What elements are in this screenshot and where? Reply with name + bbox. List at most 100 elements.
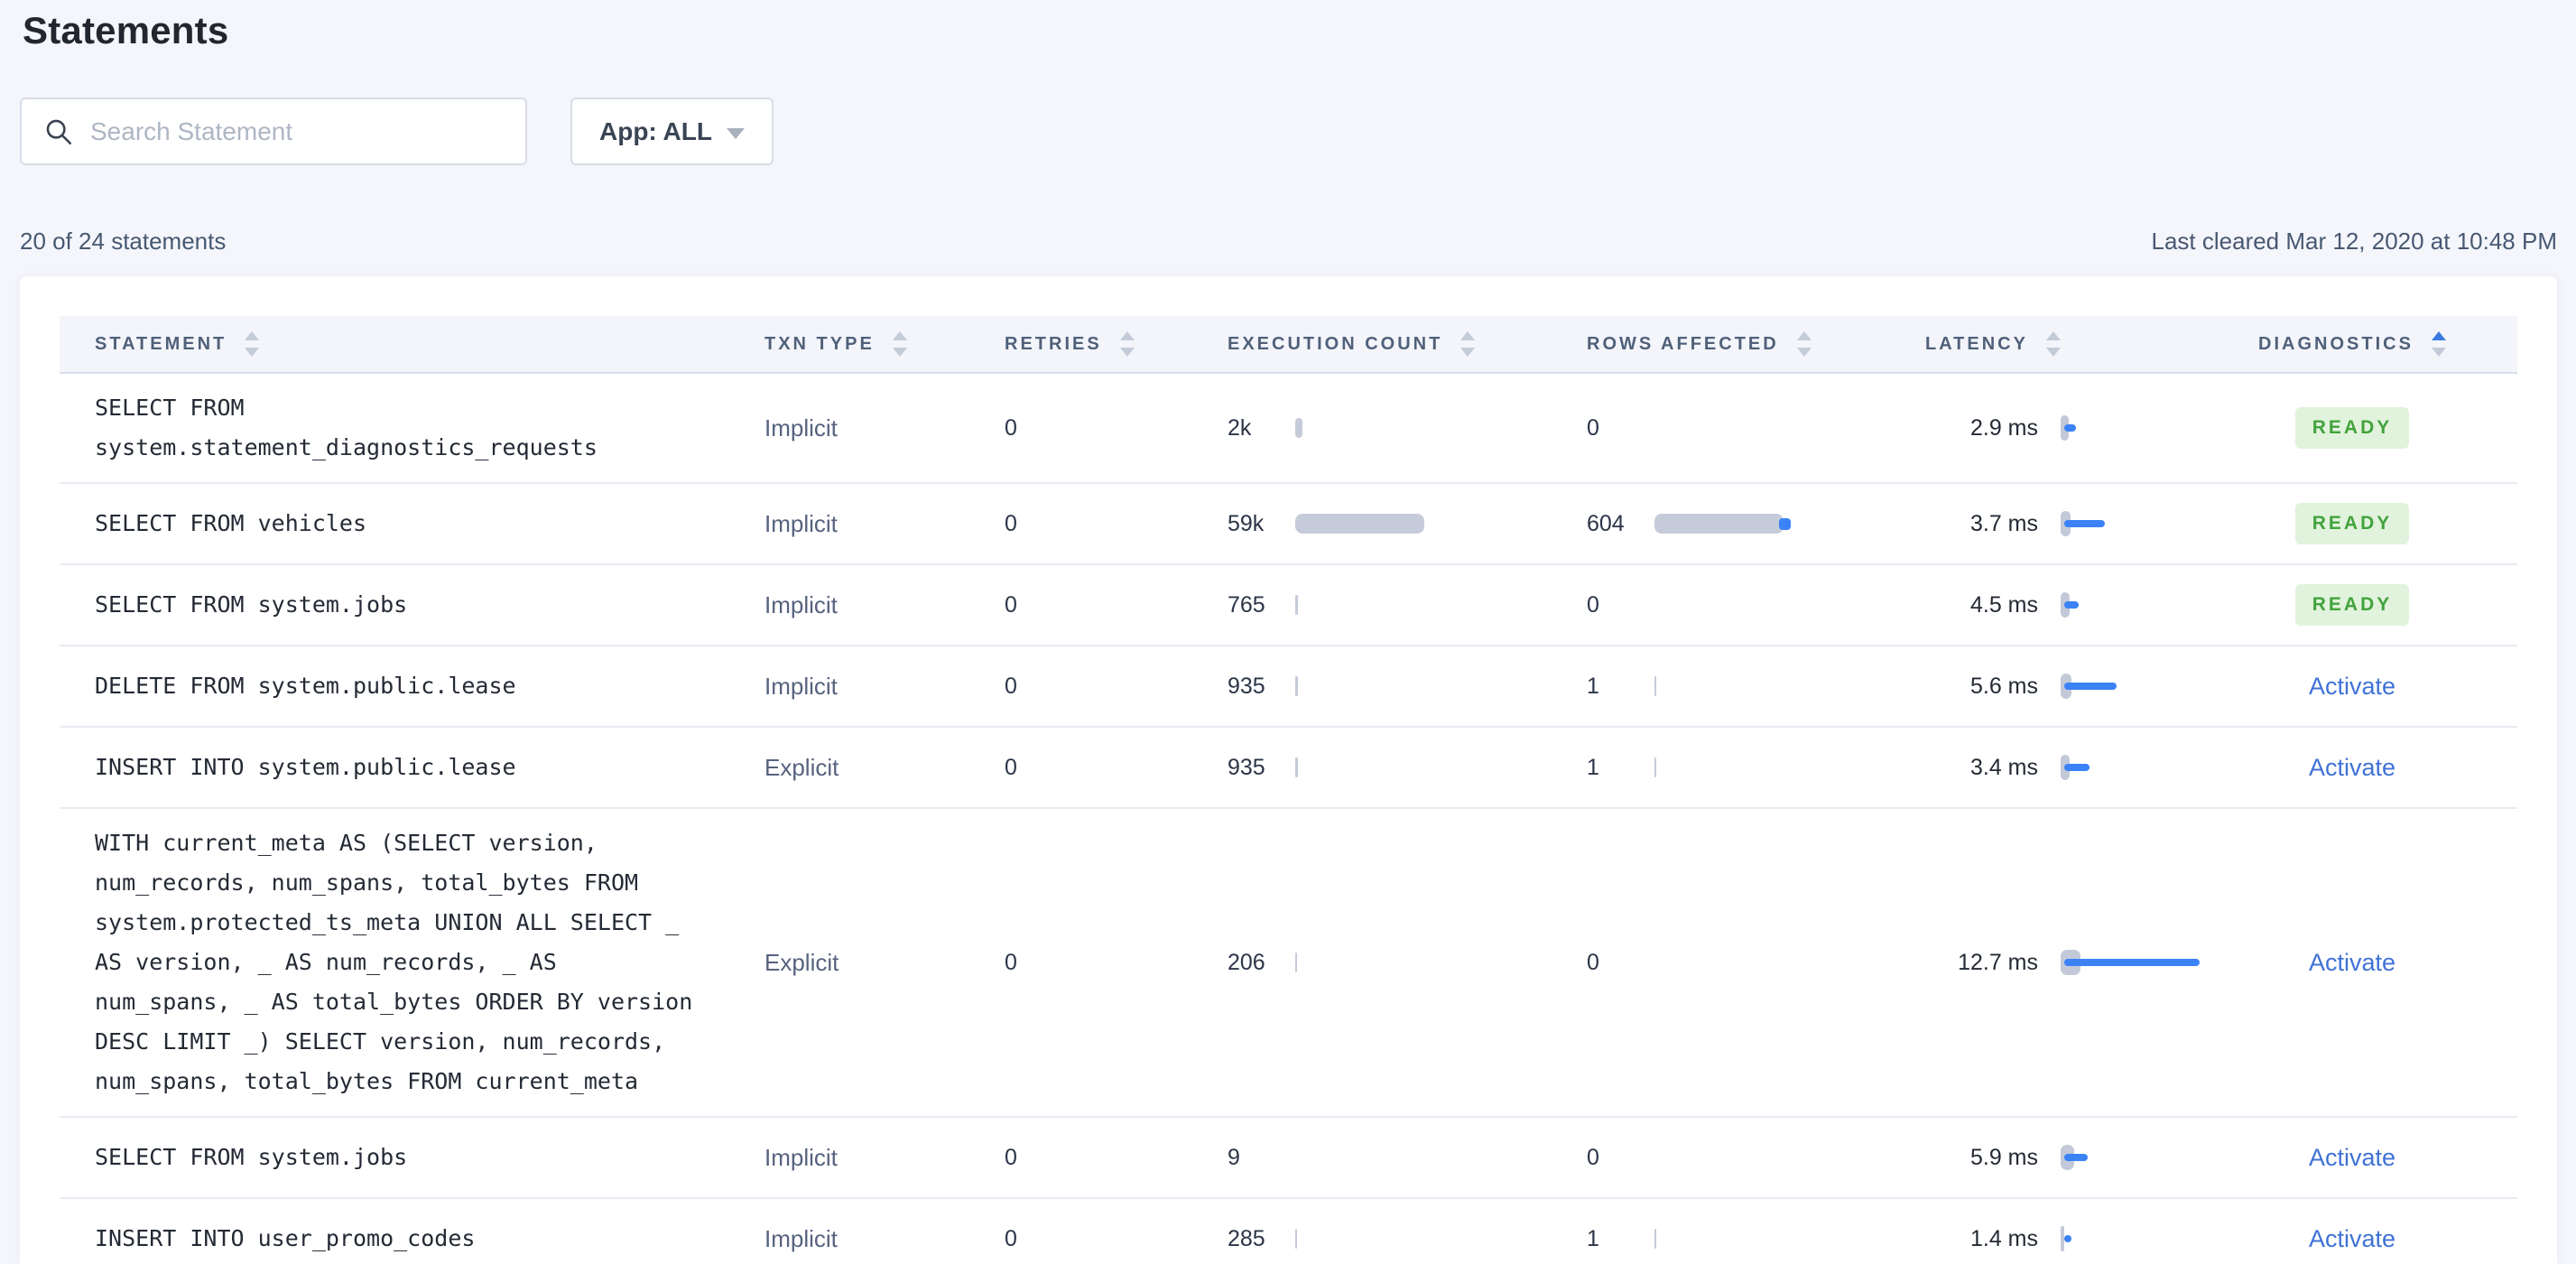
sort-desc-icon (2431, 348, 2446, 357)
latency-value: 5.9 ms (1969, 1144, 2038, 1170)
diagnostics-activate-link[interactable]: Activate (2308, 948, 2396, 976)
execution-count-value: 9 (1228, 1144, 1240, 1170)
diagnostics-ready-badge: READY (2294, 503, 2410, 544)
sort-desc-icon (892, 348, 907, 357)
column-header-rows-affected[interactable]: ROWS AFFECTED (1551, 331, 1894, 357)
table-row: INSERT INTO user_promo_codes Implicit 0 … (60, 1199, 2517, 1264)
retries-value: 0 (1005, 510, 1017, 536)
latency-value: 3.4 ms (1969, 754, 2038, 780)
rows-affected-value: 1 (1587, 1225, 1599, 1251)
latency-mean-bar (2064, 601, 2079, 609)
column-header-statement[interactable]: STATEMENT (60, 331, 728, 357)
diagnostics-ready-badge: READY (2294, 407, 2410, 449)
table-row: SELECT FROM vehicles Implicit 0 59k 604 … (60, 484, 2517, 565)
latency-mean-bar (2064, 683, 2117, 690)
summary-row: 20 of 24 statements Last cleared Mar 12,… (20, 228, 2557, 256)
rows-affected-value: 1 (1587, 754, 1599, 780)
column-header-diagnostics[interactable]: DIAGNOSTICS (2187, 331, 2517, 357)
diagnostics-activate-link[interactable]: Activate (2308, 753, 2396, 781)
retries-value: 0 (1005, 673, 1017, 699)
latency-mean-bar (2064, 1154, 2088, 1161)
sort-asc-icon (892, 331, 907, 340)
latency-stddev-pill (2061, 1226, 2064, 1251)
statement-text[interactable]: INSERT INTO user_promo_codes (95, 1225, 476, 1251)
statement-text[interactable]: WITH current_meta AS (SELECT version, nu… (95, 830, 693, 1094)
search-box[interactable] (20, 98, 527, 165)
retries-value: 0 (1005, 1225, 1017, 1251)
diagnostics-activate-link[interactable]: Activate (2308, 1143, 2396, 1171)
latency-value: 12.7 ms (1958, 949, 2038, 975)
execution-count-bar (1295, 757, 1298, 777)
retries-value: 0 (1005, 754, 1017, 780)
execution-count-bar (1295, 676, 1298, 696)
retries-value: 0 (1005, 414, 1017, 441)
latency-bar (2061, 674, 2117, 699)
execution-count-value: 2k (1228, 414, 1252, 441)
rows-affected-value: 0 (1587, 1144, 1599, 1170)
statement-text[interactable]: SELECT FROM system.jobs (95, 591, 408, 618)
rows-affected-value: 0 (1587, 591, 1599, 618)
column-header-retries[interactable]: RETRIES (968, 331, 1191, 357)
statement-text[interactable]: INSERT INTO system.public.lease (95, 754, 516, 780)
txn-type: Implicit (764, 509, 838, 537)
app-filter-dropdown[interactable]: App: ALL (570, 98, 774, 165)
execution-count-bar (1295, 514, 1424, 534)
execution-count-value: 765 (1228, 591, 1265, 618)
sort-desc-icon (2045, 348, 2061, 357)
page-title: Statements (23, 9, 229, 51)
latency-bar (2061, 950, 2200, 975)
search-icon (46, 119, 72, 144)
latency-bar (2061, 755, 2090, 780)
statement-text[interactable]: SELECT FROM system.statement_diagnostics… (95, 395, 598, 460)
sort-desc-icon (1119, 348, 1135, 357)
sort-desc-icon (245, 348, 260, 357)
latency-value: 2.9 ms (1969, 414, 2038, 441)
column-header-txn-type[interactable]: TXN TYPE (728, 331, 968, 357)
table-row: SELECT FROM system.jobs Implicit 0 9 0 5… (60, 1118, 2517, 1199)
execution-count-value: 206 (1228, 949, 1265, 975)
statement-text[interactable]: SELECT FROM system.jobs (95, 1144, 408, 1170)
statement-text[interactable]: SELECT FROM vehicles (95, 510, 367, 536)
column-header-latency[interactable]: LATENCY (1894, 331, 2187, 357)
retries-value: 0 (1005, 591, 1017, 618)
column-header-execution-count[interactable]: EXECUTION COUNT (1191, 331, 1551, 357)
rows-affected-bar (1654, 514, 1784, 534)
latency-mean-bar (2064, 520, 2105, 527)
app-filter-label: App: ALL (599, 116, 712, 145)
sort-asc-icon (1460, 331, 1476, 340)
search-input[interactable] (90, 116, 504, 146)
execution-count-bar (1295, 1229, 1297, 1249)
rows-affected-bar (1654, 1229, 1656, 1249)
latency-value: 3.7 ms (1969, 510, 2038, 536)
execution-count-value: 285 (1228, 1225, 1265, 1251)
execution-count-bar (1295, 953, 1297, 972)
txn-type: Implicit (764, 590, 838, 618)
txn-type: Implicit (764, 672, 838, 700)
latency-mean-bar (2064, 764, 2090, 771)
statement-text[interactable]: DELETE FROM system.public.lease (95, 673, 516, 699)
table-row: WITH current_meta AS (SELECT version, nu… (60, 809, 2517, 1118)
table-row: SELECT FROM system.statement_diagnostics… (60, 374, 2517, 484)
sort-asc-icon (2431, 331, 2446, 340)
txn-type: Implicit (764, 414, 838, 441)
latency-mean-bar (2064, 1235, 2071, 1242)
txn-type: Explicit (764, 948, 839, 976)
txn-type: Implicit (764, 1143, 838, 1171)
retries-value: 0 (1005, 949, 1017, 975)
sort-asc-icon (245, 331, 260, 340)
diagnostics-activate-link[interactable]: Activate (2308, 1224, 2396, 1252)
statements-table: STATEMENT TXN TYPE RETRIES EXECUTION COUNT R… (20, 276, 2557, 1264)
last-cleared: Last cleared Mar 12, 2020 at 10:48 PM (2151, 228, 2558, 255)
table-body: SELECT FROM system.statement_diagnostics… (60, 374, 2517, 1264)
latency-bar (2061, 1145, 2088, 1170)
toolbar: App: ALL (20, 98, 774, 165)
sort-asc-icon (1119, 331, 1135, 340)
execution-count-value: 935 (1228, 754, 1265, 780)
latency-mean-bar (2064, 424, 2076, 432)
rows-affected-bar (1654, 757, 1656, 777)
diagnostics-activate-link[interactable]: Activate (2308, 672, 2396, 700)
latency-value: 4.5 ms (1969, 591, 2038, 618)
rows-affected-bar (1654, 676, 1656, 696)
rows-affected-value: 0 (1587, 414, 1599, 441)
execution-count-value: 59k (1228, 510, 1265, 536)
